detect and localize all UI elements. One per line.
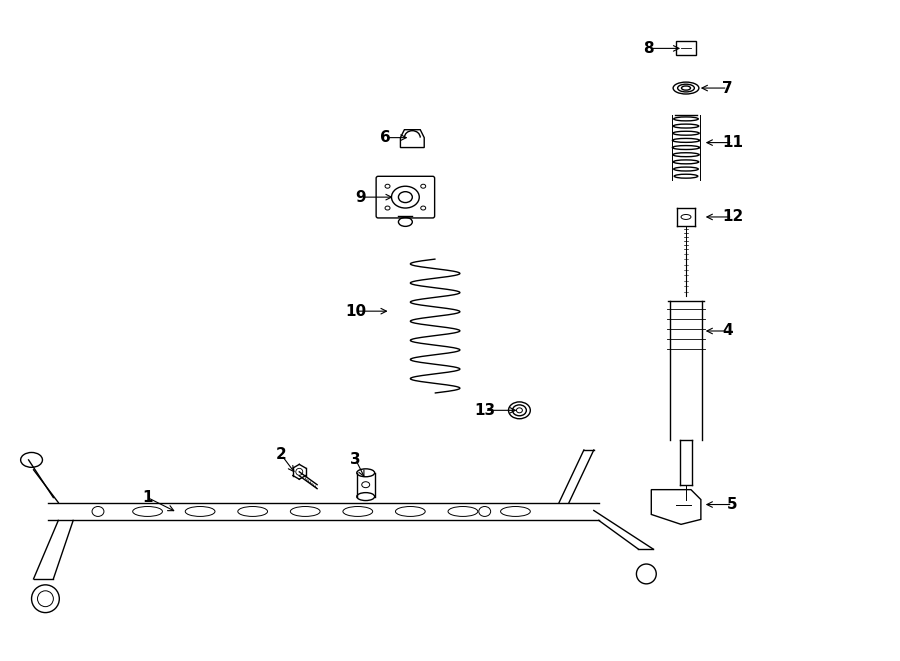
- Ellipse shape: [238, 506, 267, 516]
- Text: 8: 8: [643, 41, 653, 56]
- Ellipse shape: [385, 184, 390, 188]
- Ellipse shape: [420, 184, 426, 188]
- Text: 12: 12: [722, 210, 743, 225]
- Ellipse shape: [395, 506, 425, 516]
- Text: 5: 5: [727, 497, 738, 512]
- Bar: [676, 42, 696, 56]
- Ellipse shape: [185, 506, 215, 516]
- Text: 13: 13: [474, 403, 495, 418]
- Ellipse shape: [132, 506, 162, 516]
- Text: 6: 6: [380, 130, 391, 145]
- Text: 2: 2: [276, 447, 287, 463]
- Text: 4: 4: [723, 323, 733, 338]
- Text: 10: 10: [346, 303, 366, 319]
- Text: 1: 1: [142, 490, 153, 505]
- Ellipse shape: [500, 506, 530, 516]
- Text: 11: 11: [722, 135, 743, 150]
- Ellipse shape: [479, 506, 490, 516]
- Text: 7: 7: [723, 81, 733, 96]
- Ellipse shape: [385, 206, 390, 210]
- Text: 3: 3: [350, 452, 361, 467]
- Text: 9: 9: [356, 190, 366, 205]
- Ellipse shape: [343, 506, 373, 516]
- Ellipse shape: [448, 506, 478, 516]
- Ellipse shape: [291, 506, 320, 516]
- Ellipse shape: [92, 506, 104, 516]
- Ellipse shape: [420, 206, 426, 210]
